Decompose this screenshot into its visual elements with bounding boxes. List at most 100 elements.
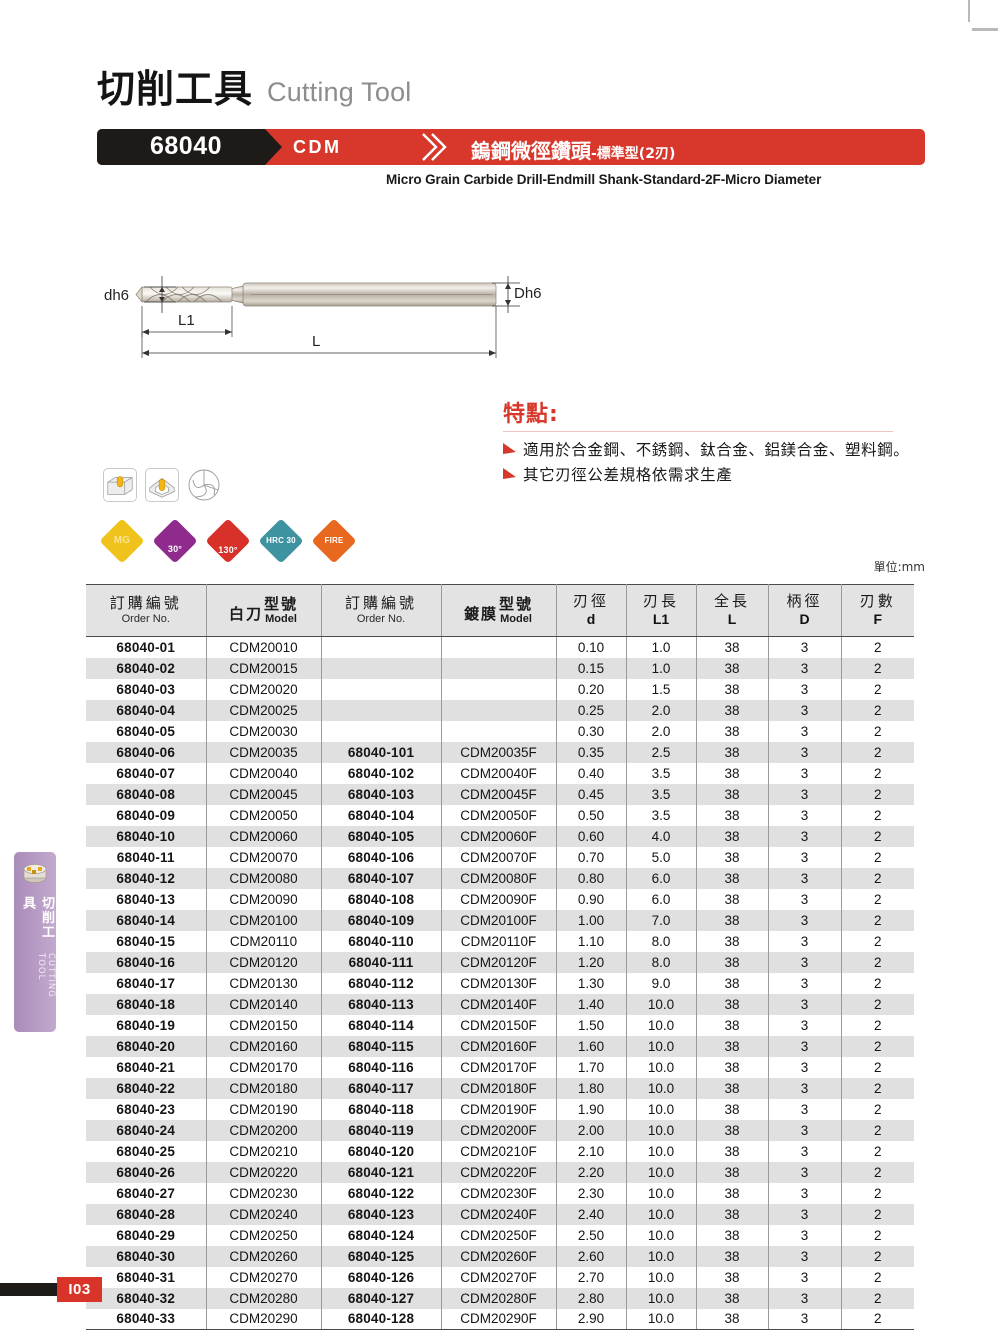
cell-model-coated: CDM20160F — [440, 1035, 557, 1057]
cell-overall-length: 38 — [695, 888, 769, 910]
table-row: 68040-28 CDM20240 68040-123 CDM20240F 2.40 10… — [86, 1203, 914, 1225]
cell-order-no-white: 68040-05 — [86, 720, 207, 742]
side-tab-cutting-tool[interactable]: 切削工具 CUTTING TOOL — [14, 852, 56, 1032]
col-header-cn: 刃數 — [859, 592, 896, 611]
feature-text: 其它刃徑公差規格依需求生產 — [523, 466, 733, 485]
cell-model-coated: CDM20210F — [440, 1140, 557, 1162]
cell-overall-length: 38 — [695, 1245, 769, 1267]
dim-label-L1: L1 — [178, 312, 195, 329]
cell-order-no-coated: 68040-118 — [320, 1098, 442, 1120]
cell-model-coated: CDM20035F — [440, 741, 557, 763]
dim-label-L: L — [312, 333, 321, 350]
cell-shank-diameter: 3 — [767, 1266, 842, 1288]
cell-order-no-coated: 68040-110 — [320, 930, 442, 952]
cell-cutting-diameter: 1.40 — [555, 993, 627, 1015]
flag-bullet-icon — [503, 468, 516, 480]
cell-order-no-white: 68040-22 — [86, 1077, 207, 1099]
cell-order-no-coated: 68040-124 — [320, 1224, 442, 1246]
cell-flute-count: 2 — [840, 741, 914, 763]
cell-flute-count: 2 — [840, 1245, 914, 1267]
cell-order-no-coated — [320, 636, 442, 658]
col-shank-diameter: 柄徑 D — [767, 584, 842, 637]
cell-model-white: CDM20025 — [205, 699, 322, 721]
cell-flute-length: 10.0 — [625, 993, 697, 1015]
cell-flute-count: 2 — [840, 636, 914, 658]
table-row: 68040-13 CDM20090 68040-108 CDM20090F 0.90 6.… — [86, 888, 914, 910]
cell-model-coated: CDM20080F — [440, 867, 557, 889]
cell-overall-length: 38 — [695, 1287, 769, 1309]
cell-model-coated: CDM20130F — [440, 972, 557, 994]
cell-model-white: CDM20110 — [205, 930, 322, 952]
side-tab-text: 切削工具 CUTTING TOOL — [14, 896, 56, 1026]
cell-flute-length: 5.0 — [625, 846, 697, 868]
cell-shank-diameter: 3 — [767, 1224, 842, 1246]
table-row: 68040-10 CDM20060 68040-105 CDM20060F 0.60 4.… — [86, 825, 914, 847]
mg-badge-label: MG — [113, 534, 131, 546]
cell-cutting-diameter: 2.40 — [555, 1203, 627, 1225]
col-header-en: Order No. — [121, 612, 170, 625]
cell-order-no-white: 68040-31 — [86, 1266, 207, 1288]
tool-technical-drawing: dh6 Dh6 L1 L — [100, 262, 570, 367]
cell-shank-diameter: 3 — [767, 930, 842, 952]
cell-flute-count: 2 — [840, 1224, 914, 1246]
cell-flute-count: 2 — [840, 846, 914, 868]
cell-shank-diameter: 3 — [767, 783, 842, 805]
feature-text: 適用於合金鋼、不銹鋼、鈦合金、鋁鎂合金、塑料鋼。 — [523, 441, 910, 459]
cell-model-white: CDM20080 — [205, 867, 322, 889]
cell-shank-diameter: 3 — [767, 951, 842, 973]
cell-order-no-coated: 68040-126 — [320, 1266, 442, 1288]
cell-order-no-white: 68040-16 — [86, 951, 207, 973]
cell-overall-length: 38 — [695, 804, 769, 826]
cell-flute-count: 2 — [840, 699, 914, 721]
cell-model-coated: CDM20290F — [440, 1308, 557, 1330]
table-row: 68040-21 CDM20170 68040-116 CDM20170F 1.70 10… — [86, 1056, 914, 1078]
cell-shank-diameter: 3 — [767, 825, 842, 847]
table-row: 68040-24 CDM20200 68040-119 CDM20200F 2.00 10… — [86, 1119, 914, 1141]
cell-flute-count: 2 — [840, 804, 914, 826]
features-section: 特點: 適用於合金鋼、不銹鋼、鈦合金、鋁鎂合金、塑料鋼。 其它刃徑公差規格依需求… — [503, 396, 923, 490]
cell-order-no-white: 68040-01 — [86, 636, 207, 658]
col-model-white: 白刀 型號 Model — [205, 584, 322, 637]
cell-order-no-white: 68040-03 — [86, 678, 207, 700]
cell-overall-length: 38 — [695, 930, 769, 952]
cell-shank-diameter: 3 — [767, 636, 842, 658]
cell-cutting-diameter: 2.00 — [555, 1119, 627, 1141]
cell-order-no-coated: 68040-106 — [320, 846, 442, 868]
table-row: 68040-05 CDM20030 0.30 2.0 38 3 2 — [86, 720, 914, 742]
cell-model-coated: CDM20200F — [440, 1119, 557, 1141]
cell-shank-diameter: 3 — [767, 1077, 842, 1099]
cell-shank-diameter: 3 — [767, 1308, 842, 1330]
cell-flute-length: 8.0 — [625, 951, 697, 973]
cell-overall-length: 38 — [695, 1224, 769, 1246]
table-row: 68040-20 CDM20160 68040-115 CDM20160F 1.60 10… — [86, 1035, 914, 1057]
cell-flute-length: 10.0 — [625, 1161, 697, 1183]
cell-flute-length: 10.0 — [625, 1119, 697, 1141]
cell-order-no-coated: 68040-105 — [320, 825, 442, 847]
spec-table-wrapper: 訂購編號 Order No. 白刀 型號 Model 訂購編號 Order No… — [86, 584, 914, 1330]
cell-cutting-diameter: 2.10 — [555, 1140, 627, 1162]
cell-shank-diameter: 3 — [767, 1287, 842, 1309]
cell-cutting-diameter: 1.90 — [555, 1098, 627, 1120]
cell-model-white: CDM20250 — [205, 1224, 322, 1246]
cell-model-coated: CDM20270F — [440, 1266, 557, 1288]
cell-order-no-coated: 68040-119 — [320, 1119, 442, 1141]
cell-order-no-coated: 68040-104 — [320, 804, 442, 826]
col-header-prefix: 白刀 — [228, 604, 263, 623]
cell-model-coated: CDM20060F — [440, 825, 557, 847]
cell-model-coated: CDM20140F — [440, 993, 557, 1015]
table-row: 68040-09 CDM20050 68040-104 CDM20050F 0.50 3.… — [86, 804, 914, 826]
cell-order-no-white: 68040-25 — [86, 1140, 207, 1162]
cell-overall-length: 38 — [695, 909, 769, 931]
cell-order-no-coated — [320, 699, 442, 721]
page-number: I03 — [57, 1277, 102, 1302]
cell-overall-length: 38 — [695, 1266, 769, 1288]
crop-mark-horizontal — [972, 28, 998, 31]
cell-flute-length: 10.0 — [625, 1203, 697, 1225]
milling-cutter-icon — [23, 864, 47, 883]
cell-order-no-coated: 68040-108 — [320, 888, 442, 910]
cell-shank-diameter: 3 — [767, 1035, 842, 1057]
tool-application-icons — [103, 468, 221, 502]
cell-model-white: CDM20045 — [205, 783, 322, 805]
cell-flute-length: 6.0 — [625, 867, 697, 889]
cell-overall-length: 38 — [695, 1014, 769, 1036]
